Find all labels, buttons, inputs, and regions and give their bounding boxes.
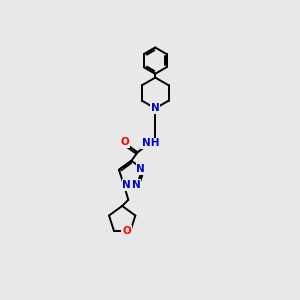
Text: O: O bbox=[122, 226, 131, 236]
Text: N: N bbox=[151, 103, 160, 113]
Text: NH: NH bbox=[142, 138, 160, 148]
Text: N: N bbox=[132, 180, 140, 190]
Text: O: O bbox=[120, 137, 129, 147]
Text: N: N bbox=[136, 164, 145, 174]
Text: N: N bbox=[122, 180, 131, 190]
